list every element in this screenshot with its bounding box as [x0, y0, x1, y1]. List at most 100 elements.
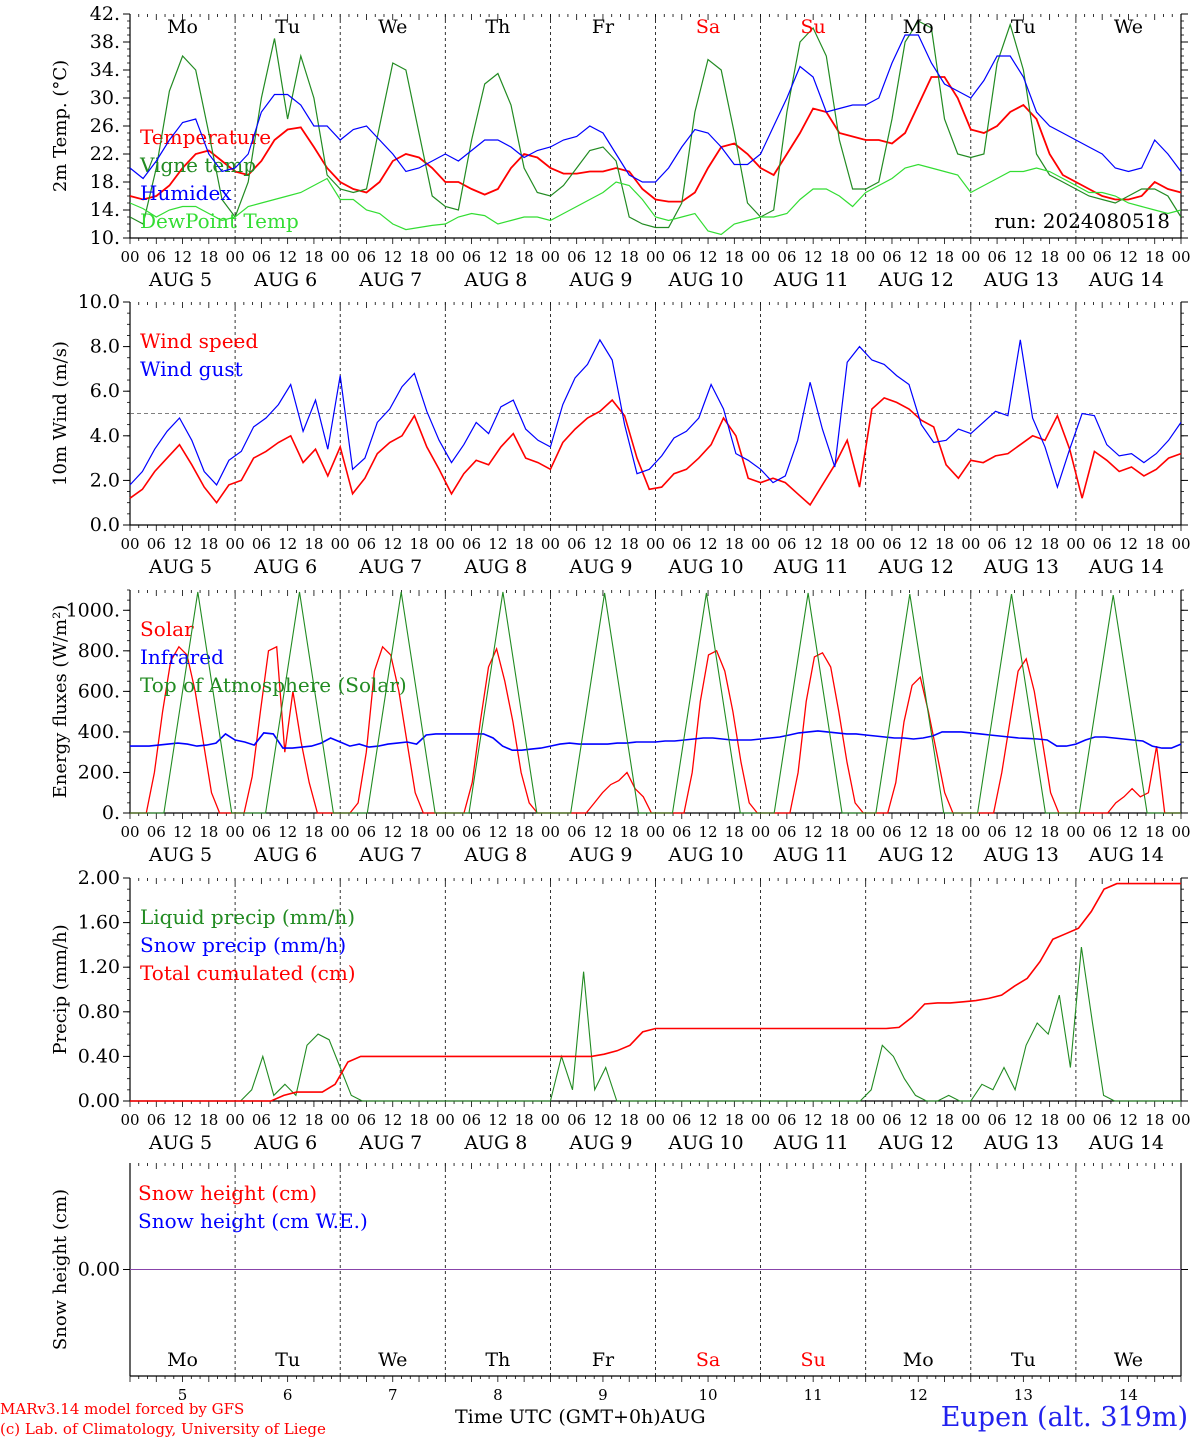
x-date-label: AUG 6 [253, 1132, 317, 1154]
site-label: Eupen (alt. 319m) [940, 1402, 1188, 1433]
x-hour-label: 00 [331, 535, 350, 553]
x-date-label: AUG 12 [878, 556, 954, 578]
x-hour-label: 18 [1040, 823, 1059, 841]
x-hour-label: 18 [935, 823, 954, 841]
legend-entry: Solar [140, 617, 194, 641]
y-tick-label: 30. [90, 87, 120, 109]
day-of-week-label: We [1114, 16, 1143, 38]
x-hour-label: 18 [409, 1111, 428, 1129]
x-date-number: 6 [283, 1386, 293, 1404]
x-hour-label: 12 [278, 1111, 297, 1129]
x-date-number: 9 [598, 1386, 608, 1404]
x-hour-label: 00 [1066, 1111, 1085, 1129]
y-tick-label: 0.00 [78, 1259, 120, 1281]
x-hour-label: 18 [409, 535, 428, 553]
legend-entry: Top of Atmosphere (Solar) [140, 673, 407, 697]
x-date-label: AUG 10 [667, 1132, 743, 1154]
x-hour-label: 12 [1014, 1111, 1033, 1129]
x-hour-label: 06 [1093, 248, 1112, 266]
series-line-humidex [129, 34, 1182, 183]
x-hour-label: 12 [1014, 823, 1033, 841]
x-hour-label: 00 [1066, 823, 1085, 841]
x-date-number: 5 [178, 1386, 188, 1404]
x-hour-label: 06 [147, 535, 166, 553]
x-hour-label: 18 [1145, 823, 1164, 841]
x-date-label: AUG 8 [463, 269, 527, 291]
x-hour-label: 12 [1119, 248, 1138, 266]
x-hour-label: 12 [488, 823, 507, 841]
x-date-label: AUG 13 [983, 844, 1059, 866]
series-line-vigne-temp [129, 20, 1182, 229]
x-hour-label: 06 [672, 1111, 691, 1129]
day-of-week-label: Mo [167, 16, 198, 38]
x-hour-label: 18 [304, 248, 323, 266]
x-date-label: AUG 10 [667, 844, 743, 866]
x-hour-label: 12 [699, 535, 718, 553]
x-hour-label: 12 [593, 248, 612, 266]
x-hour-label: 12 [909, 1111, 928, 1129]
x-hour-label: 00 [331, 823, 350, 841]
day-of-week-label: Sa [696, 16, 720, 38]
x-hour-label: 06 [777, 535, 796, 553]
y-tick-label: 34. [90, 59, 120, 81]
x-date-label: AUG 11 [773, 844, 849, 866]
series-line-temperature [129, 76, 1182, 203]
x-date-label: AUG 8 [463, 556, 527, 578]
x-hour-label: 06 [672, 823, 691, 841]
x-hour-label: 00 [961, 823, 980, 841]
x-hour-label: 00 [1066, 248, 1085, 266]
x-hour-label: 18 [199, 535, 218, 553]
x-date-label: AUG 6 [253, 269, 317, 291]
x-hour-label: 12 [383, 535, 402, 553]
x-date-label: AUG 13 [983, 1132, 1059, 1154]
x-date-label: AUG 10 [667, 556, 743, 578]
x-date-label: AUG 12 [878, 269, 954, 291]
y-tick-label: 8.0 [90, 336, 120, 358]
x-date-label: AUG 12 [878, 1132, 954, 1154]
x-hour-label: 18 [935, 248, 954, 266]
series-line-wind-gust [129, 338, 1182, 490]
series-line-top-of-atmosphere-solar- [130, 591, 1181, 814]
x-hour-label: 00 [226, 823, 245, 841]
x-hour-label: 00 [646, 248, 665, 266]
x-hour-label: 00 [226, 248, 245, 266]
x-hour-label: 12 [804, 535, 823, 553]
x-hour-label: 12 [1119, 535, 1138, 553]
series-line-liquid-precip-mm-h- [130, 947, 1181, 1102]
y-axis-label: 10m Wind (m/s) [50, 341, 71, 486]
x-hour-label: 00 [751, 248, 770, 266]
x-hour-label: 06 [882, 248, 901, 266]
x-hour-label: 12 [383, 823, 402, 841]
day-of-week-label: Mo [903, 16, 934, 38]
legend-entry: Total cumulated (cm) [140, 961, 356, 985]
x-date-label: AUG 13 [983, 269, 1059, 291]
x-date-label: AUG 6 [253, 556, 317, 578]
x-hour-label: 18 [725, 535, 744, 553]
x-date-label: AUG 5 [148, 556, 212, 578]
x-date-label: AUG 12 [878, 844, 954, 866]
x-axis-label: Time UTC (GMT+0h)AUG [455, 1406, 706, 1428]
x-hour-label: 06 [567, 248, 586, 266]
x-hour-label: 18 [515, 823, 534, 841]
x-hour-label: 06 [777, 248, 796, 266]
x-hour-label: 00 [120, 823, 139, 841]
x-hour-label: 18 [515, 1111, 534, 1129]
x-hour-label: 18 [830, 248, 849, 266]
x-hour-label: 00 [1171, 535, 1190, 553]
day-of-week-label: Th [485, 1349, 510, 1371]
legend-entry: DewPoint Temp [140, 209, 299, 233]
x-date-label: AUG 14 [1088, 269, 1164, 291]
y-tick-label: 0. [102, 802, 120, 824]
x-hour-label: 18 [935, 535, 954, 553]
y-axis-label: 2m Temp. (°C) [50, 60, 71, 192]
x-hour-label: 12 [1119, 1111, 1138, 1129]
x-hour-label: 00 [1171, 248, 1190, 266]
x-hour-label: 12 [488, 248, 507, 266]
y-tick-label: 10.0 [78, 291, 120, 313]
day-of-week-label: Tu [1011, 1349, 1036, 1371]
legend-entry: Humidex [140, 181, 232, 205]
x-date-label: AUG 14 [1088, 556, 1164, 578]
x-hour-label: 06 [147, 248, 166, 266]
x-date-label: AUG 8 [463, 1132, 527, 1154]
